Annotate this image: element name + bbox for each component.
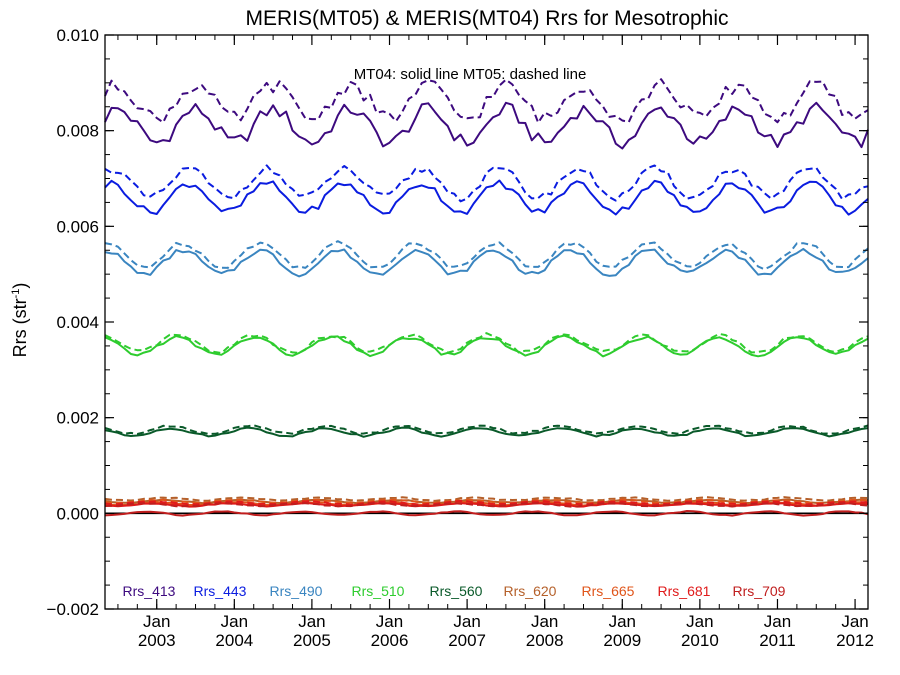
x-tick-month-label: Jan [376, 612, 403, 631]
legend: Rrs_413 Rrs_443 Rrs_490 Rrs_510 Rrs_560 Rrs_6… [123, 583, 786, 599]
x-tick-year-label: 2008 [526, 631, 564, 650]
x-tick-month-label: Jan [764, 612, 791, 631]
x-tick-year-label: 2007 [448, 631, 486, 650]
legend-item-rrs_560: Rrs_560 [430, 583, 483, 599]
legend-item-rrs_490: Rrs_490 [270, 583, 323, 599]
y-axis: −0.002 0.000 0.002 0.004 0.006 0.008 0.010 [47, 26, 868, 619]
legend-item-rrs_413: Rrs_413 [123, 583, 176, 599]
x-tick-year-label: 2012 [836, 631, 874, 650]
x-tick-month-label: Jan [143, 612, 170, 631]
x-tick-year-label: 2003 [138, 631, 176, 650]
series-line-rrs_560-mt04 [104, 426, 869, 438]
series-line-rrs_665-mt05 [104, 498, 869, 505]
x-tick-year-label: 2006 [371, 631, 409, 650]
series-line-rrs_709-mt05 [104, 502, 869, 508]
series-line-rrs_510-mt05 [104, 332, 869, 355]
x-tick-month-label: Jan [609, 612, 636, 631]
series-line-rrs_510-mt04 [104, 334, 869, 358]
x-tick-month-label: Jan [298, 612, 325, 631]
series-line-rrs_443-mt05 [104, 164, 869, 203]
legend-item-rrs_443: Rrs_443 [194, 583, 247, 599]
x-tick-month-label: Jan [453, 612, 480, 631]
x-tick-year-label: 2009 [603, 631, 641, 650]
series-line-rrs_443-mt04 [104, 179, 869, 216]
y-tick-label: 0.002 [56, 409, 99, 428]
y-tick-label: −0.002 [47, 600, 99, 619]
legend-item-rrs_709: Rrs_709 [733, 583, 786, 599]
plot-frame [104, 34, 869, 610]
legend-item-rrs_510: Rrs_510 [352, 583, 405, 599]
series-line-rrs_490-mt05 [104, 240, 869, 271]
x-tick-month-label: Jan [686, 612, 713, 631]
y-axis-label: Rrs (str-1) [10, 283, 30, 358]
y-tick-label: 0.008 [56, 122, 99, 141]
line-style-annotation: MT04: solid line MT05: dashed line [354, 66, 587, 83]
legend-item-rrs_681: Rrs_681 [658, 583, 711, 599]
y-tick-label: 0.010 [56, 26, 99, 45]
x-axis: Jan2003Jan2004Jan2005Jan2006Jan2007Jan20… [117, 35, 874, 650]
series-line-rrs_560-mt05 [104, 424, 869, 435]
y-tick-label: 0.000 [56, 504, 99, 523]
x-tick-year-label: 2005 [293, 631, 331, 650]
series-line-rrs_490-mt04 [104, 247, 869, 278]
x-tick-year-label: 2010 [681, 631, 719, 650]
series-line-rrs_709-mt04 [104, 510, 869, 517]
series-line-rrs_413-mt05 [104, 78, 869, 124]
x-tick-month-label: Jan [531, 612, 558, 631]
y-tick-label: 0.006 [56, 217, 99, 236]
legend-item-rrs_620: Rrs_620 [504, 583, 557, 599]
series-line-rrs_681-mt05 [104, 499, 869, 506]
x-tick-month-label: Jan [841, 612, 868, 631]
legend-item-rrs_665: Rrs_665 [582, 583, 635, 599]
plot-area [104, 78, 869, 517]
x-tick-year-label: 2011 [759, 631, 796, 650]
y-tick-label: 0.004 [56, 313, 99, 332]
x-tick-year-label: 2004 [215, 631, 253, 650]
x-tick-month-label: Jan [221, 612, 248, 631]
series-line-rrs_620-mt05 [104, 496, 869, 502]
y-axis-label-sup: -1 [10, 289, 22, 299]
series-line-rrs_413-mt04 [104, 101, 869, 150]
chart-title: MERIS(MT05) & MERIS(MT04) Rrs for Mesotr… [245, 7, 728, 30]
